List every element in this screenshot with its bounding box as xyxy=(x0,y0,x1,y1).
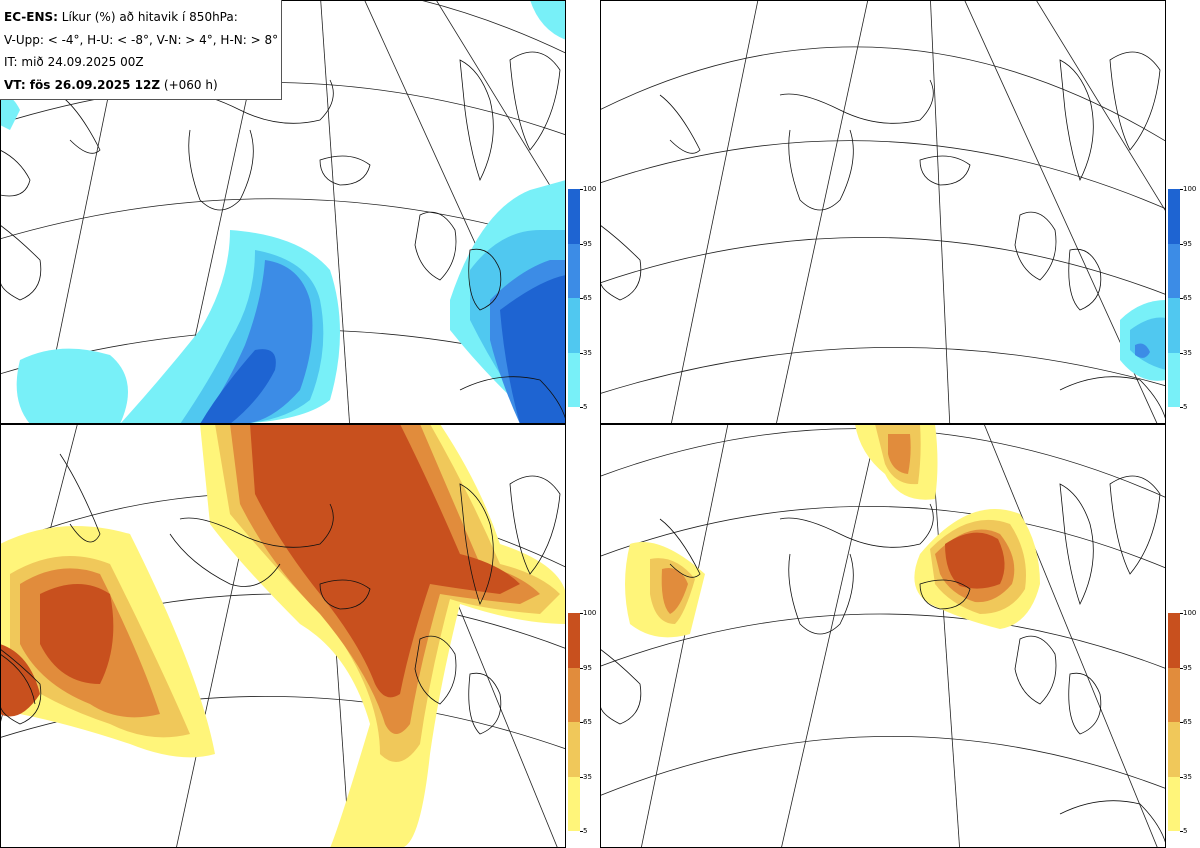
colorbar-tick-mark xyxy=(1180,189,1183,190)
colorbar-segment xyxy=(568,722,580,777)
colorbar-tick-label: 5 xyxy=(1183,827,1188,835)
colorbar-tick-mark xyxy=(1180,298,1183,299)
threshold-text: V-Upp: < -4°, H-U: < -8°, V-N: > 4°, H-N… xyxy=(4,32,279,47)
graticule xyxy=(600,0,1166,424)
colorbar-warm-left: 100 95 65 35 5 xyxy=(568,609,596,835)
colorbar-segment xyxy=(568,613,580,668)
colorbar-tick-mark xyxy=(580,189,583,190)
colorbar-segment xyxy=(568,298,580,353)
init-time-text: IT: mið 24.09.2025 00Z xyxy=(4,55,144,69)
colorbar-tick-mark xyxy=(1180,613,1183,614)
map-svg-bl xyxy=(0,424,566,848)
colorbar-cold-top: 100 95 65 35 5 xyxy=(1168,185,1196,411)
colorbar-tick-mark xyxy=(580,776,583,778)
coastlines xyxy=(600,51,1166,421)
map-panel-warm-strong xyxy=(600,424,1166,848)
colorbar-tick-mark xyxy=(580,352,583,354)
colorbar-segment xyxy=(1168,613,1180,668)
colorbar-segment xyxy=(1168,776,1180,831)
colorbar-tick-mark xyxy=(1180,243,1183,245)
colorbar-cold-left: 100 95 65 35 5 xyxy=(568,185,596,411)
colorbar-tick-label: 5 xyxy=(1183,403,1188,411)
colorbar-segment xyxy=(1168,243,1180,298)
colorbar-segment xyxy=(1168,352,1180,407)
colorbar-tick-label: 5 xyxy=(583,403,588,411)
colorbar-segment xyxy=(568,352,580,407)
prob-fill-95 xyxy=(200,275,566,424)
colorbar-segment xyxy=(1168,298,1180,353)
colorbar-tick-label: 65 xyxy=(1183,294,1192,302)
map-svg-tr xyxy=(600,0,1166,424)
colorbar-tick-mark xyxy=(580,407,583,408)
colorbar-tick-label: 65 xyxy=(583,294,592,302)
colorbar-segment xyxy=(1168,722,1180,777)
map-panel-cold-moderate: EC-ENS: Líkur (%) að hitavik í 850hPa: V… xyxy=(0,0,566,424)
colorbar-segment xyxy=(568,776,580,831)
colorbar-tick-mark xyxy=(580,243,583,245)
colorbar-tick-mark xyxy=(580,298,583,299)
colorbar-tick-label: 35 xyxy=(583,348,592,357)
map-panel-cold-strong xyxy=(600,0,1166,424)
colorbar-tick-label: 65 xyxy=(583,718,592,726)
colorbar-tick-mark xyxy=(1180,722,1183,723)
lead-time-text: (+060 h) xyxy=(163,77,218,92)
colorbar-tick-label: 100 xyxy=(583,609,597,617)
colorbar-tick-mark xyxy=(580,667,583,669)
map-svg-br xyxy=(600,424,1166,848)
colorbar-tick-mark xyxy=(1180,352,1183,354)
valid-time-text: VT: fös 26.09.2025 12Z xyxy=(4,77,161,92)
colorbar-tick-label: 95 xyxy=(1183,239,1192,248)
map-svg-tl xyxy=(0,0,566,424)
colorbar-segment xyxy=(1168,667,1180,722)
model-label: EC-ENS: xyxy=(4,10,58,24)
colorbar-tick-label: 100 xyxy=(583,185,597,193)
colorbar-tick-label: 100 xyxy=(1183,609,1197,617)
prob-fill-95 xyxy=(945,532,1005,589)
colorbar-warm-right: 100 95 65 35 5 xyxy=(1168,609,1196,835)
coastlines xyxy=(0,453,561,735)
colorbar-tick-label: 35 xyxy=(583,772,592,781)
colorbar-segment xyxy=(568,243,580,298)
colorbar-tick-mark xyxy=(1180,831,1183,832)
colorbar-segment xyxy=(568,667,580,722)
colorbar-segment xyxy=(1168,189,1180,244)
colorbar-tick-label: 100 xyxy=(1183,185,1197,193)
map-panel-warm-moderate xyxy=(0,424,566,848)
colorbar-tick-label: 35 xyxy=(1183,348,1192,357)
colorbar-tick-mark xyxy=(1180,667,1183,669)
coastlines xyxy=(600,475,1166,845)
colorbar-tick-label: 95 xyxy=(583,663,592,672)
colorbar-tick-mark xyxy=(1180,407,1183,408)
colorbar-tick-mark xyxy=(580,613,583,614)
colorbar-tick-label: 65 xyxy=(1183,718,1192,726)
graticule xyxy=(600,424,1166,848)
colorbar-tick-mark xyxy=(580,722,583,723)
colorbar-tick-label: 95 xyxy=(1183,663,1192,672)
map-title-box: EC-ENS: Líkur (%) að hitavik í 850hPa: V… xyxy=(0,0,282,100)
colorbar-tick-mark xyxy=(1180,776,1183,778)
colorbar-segment xyxy=(568,189,580,244)
colorbar-tick-label: 95 xyxy=(583,239,592,248)
colorbar-tick-label: 5 xyxy=(583,827,588,835)
title-text: Líkur (%) að hitavik í 850hPa: xyxy=(61,10,238,24)
colorbar-tick-mark xyxy=(580,831,583,832)
prob-fill-95 xyxy=(0,424,520,717)
colorbar-tick-label: 35 xyxy=(1183,772,1192,781)
prob-fill-65 xyxy=(1135,343,1150,358)
